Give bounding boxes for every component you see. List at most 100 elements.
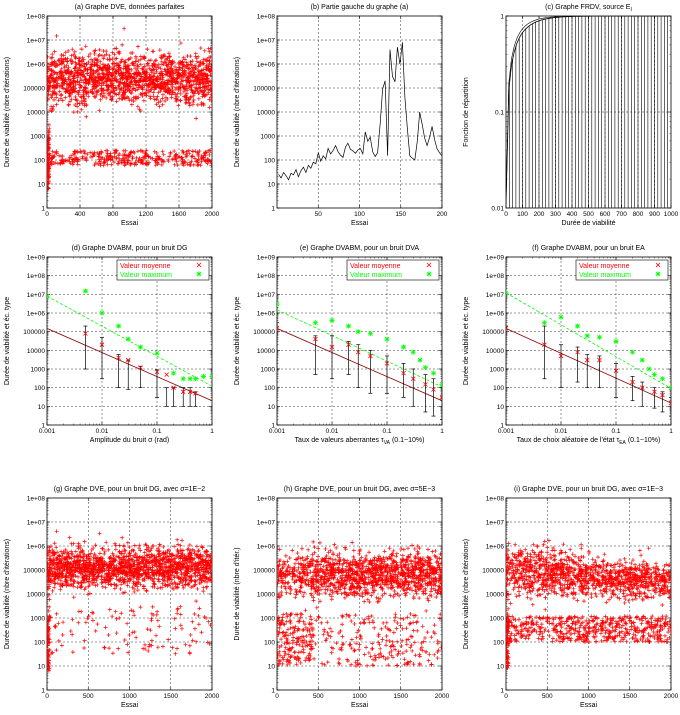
data-point [196, 622, 201, 627]
data-point [173, 64, 178, 69]
data-point [55, 550, 60, 555]
data-point [52, 97, 57, 102]
data-point [60, 60, 65, 65]
data-point [116, 161, 121, 166]
data-point [116, 83, 121, 88]
x-tick-label: 400 [567, 211, 578, 218]
y-tick-label: 1e+06 [257, 311, 276, 318]
data-point [84, 62, 89, 67]
data-point [201, 589, 206, 594]
data-point [47, 604, 52, 609]
data-point [149, 87, 154, 92]
data-point [208, 88, 212, 93]
data-point [186, 98, 191, 103]
x-tick-label: 0 [45, 693, 49, 700]
data-point [78, 543, 83, 548]
data-point [82, 85, 87, 90]
plot-area [47, 26, 212, 191]
data-point [135, 149, 140, 154]
chart-title-subscript: I [630, 7, 631, 13]
data-point [59, 561, 64, 566]
data-point [155, 83, 160, 88]
y-tick-label: 10 [38, 664, 46, 671]
data-point [131, 71, 136, 76]
data-point [141, 98, 146, 103]
data-point [174, 68, 179, 73]
x-tick-label: 0.01 [96, 428, 109, 435]
data-point [184, 91, 189, 96]
x-tick-label: 0.1 [382, 428, 391, 435]
y-axis-label: Fonction de répartition [463, 77, 470, 147]
max-point [541, 320, 547, 326]
data-point [194, 552, 199, 557]
data-point [119, 551, 124, 556]
data-point [91, 68, 96, 73]
data-point [145, 47, 150, 52]
legend-box [346, 259, 440, 281]
data-point [54, 102, 59, 107]
data-point [167, 154, 172, 159]
data-point [64, 59, 69, 64]
data-point [194, 116, 199, 121]
data-point [58, 96, 63, 101]
data-point [208, 623, 212, 628]
data-point [156, 100, 161, 105]
data-point [205, 72, 210, 77]
data-point [144, 152, 149, 157]
data-point [98, 59, 103, 64]
max-point [646, 366, 652, 372]
data-point [149, 643, 154, 648]
y-axis-label: Durée de viabilité (nbre d'itérations) [234, 57, 241, 167]
data-point [73, 97, 78, 102]
data-point [80, 55, 85, 60]
data-point [83, 67, 88, 72]
data-point [57, 58, 62, 63]
data-point [158, 89, 163, 94]
data-point [144, 93, 149, 98]
data-point [127, 73, 132, 78]
data-point [86, 94, 91, 99]
data-point [47, 156, 50, 161]
data-point [101, 579, 106, 584]
mean-point [277, 326, 280, 331]
data-point [121, 88, 126, 93]
max-markers [506, 290, 671, 391]
data-point [127, 632, 132, 637]
data-point [196, 152, 201, 157]
x-tick-label: 0.01 [326, 428, 339, 435]
data-point [47, 162, 50, 167]
data-point [93, 628, 98, 633]
data-point [47, 122, 51, 127]
chart-panel-b: 1 10 100 1000 10000 100000 1e+06 1e+07 1e+08 50 10… [234, 4, 448, 227]
y-tick-label: 100000 [482, 329, 504, 336]
mean-point [558, 353, 564, 359]
data-point [129, 91, 134, 96]
data-point [125, 88, 130, 93]
data-point [195, 76, 200, 81]
data-point [47, 152, 50, 157]
data-point [79, 72, 84, 77]
y-tick-label: 1e+07 [257, 292, 276, 299]
data-point [89, 547, 94, 552]
chart-title: (f) Graphe DVABM, pour un bruit EA [532, 245, 645, 252]
data-point [126, 650, 131, 655]
data-point [109, 89, 114, 94]
y-tick-label: 1e+06 [27, 544, 46, 551]
data-point [142, 642, 147, 647]
data-point [47, 162, 51, 167]
data-point [168, 78, 173, 83]
data-point [131, 548, 136, 553]
data-point [202, 48, 207, 53]
data-point [114, 583, 119, 588]
data-point [201, 153, 206, 158]
max-point [630, 349, 636, 355]
data-point [125, 77, 130, 82]
chart-title: (e) Graphe DVABM, pour un bruit DVA [300, 245, 420, 252]
mean-point [660, 392, 665, 398]
data-point [149, 611, 154, 616]
data-point [146, 644, 151, 649]
data-point [47, 660, 51, 665]
data-point [159, 157, 164, 162]
data-point [181, 55, 186, 60]
mean-point [668, 400, 671, 406]
